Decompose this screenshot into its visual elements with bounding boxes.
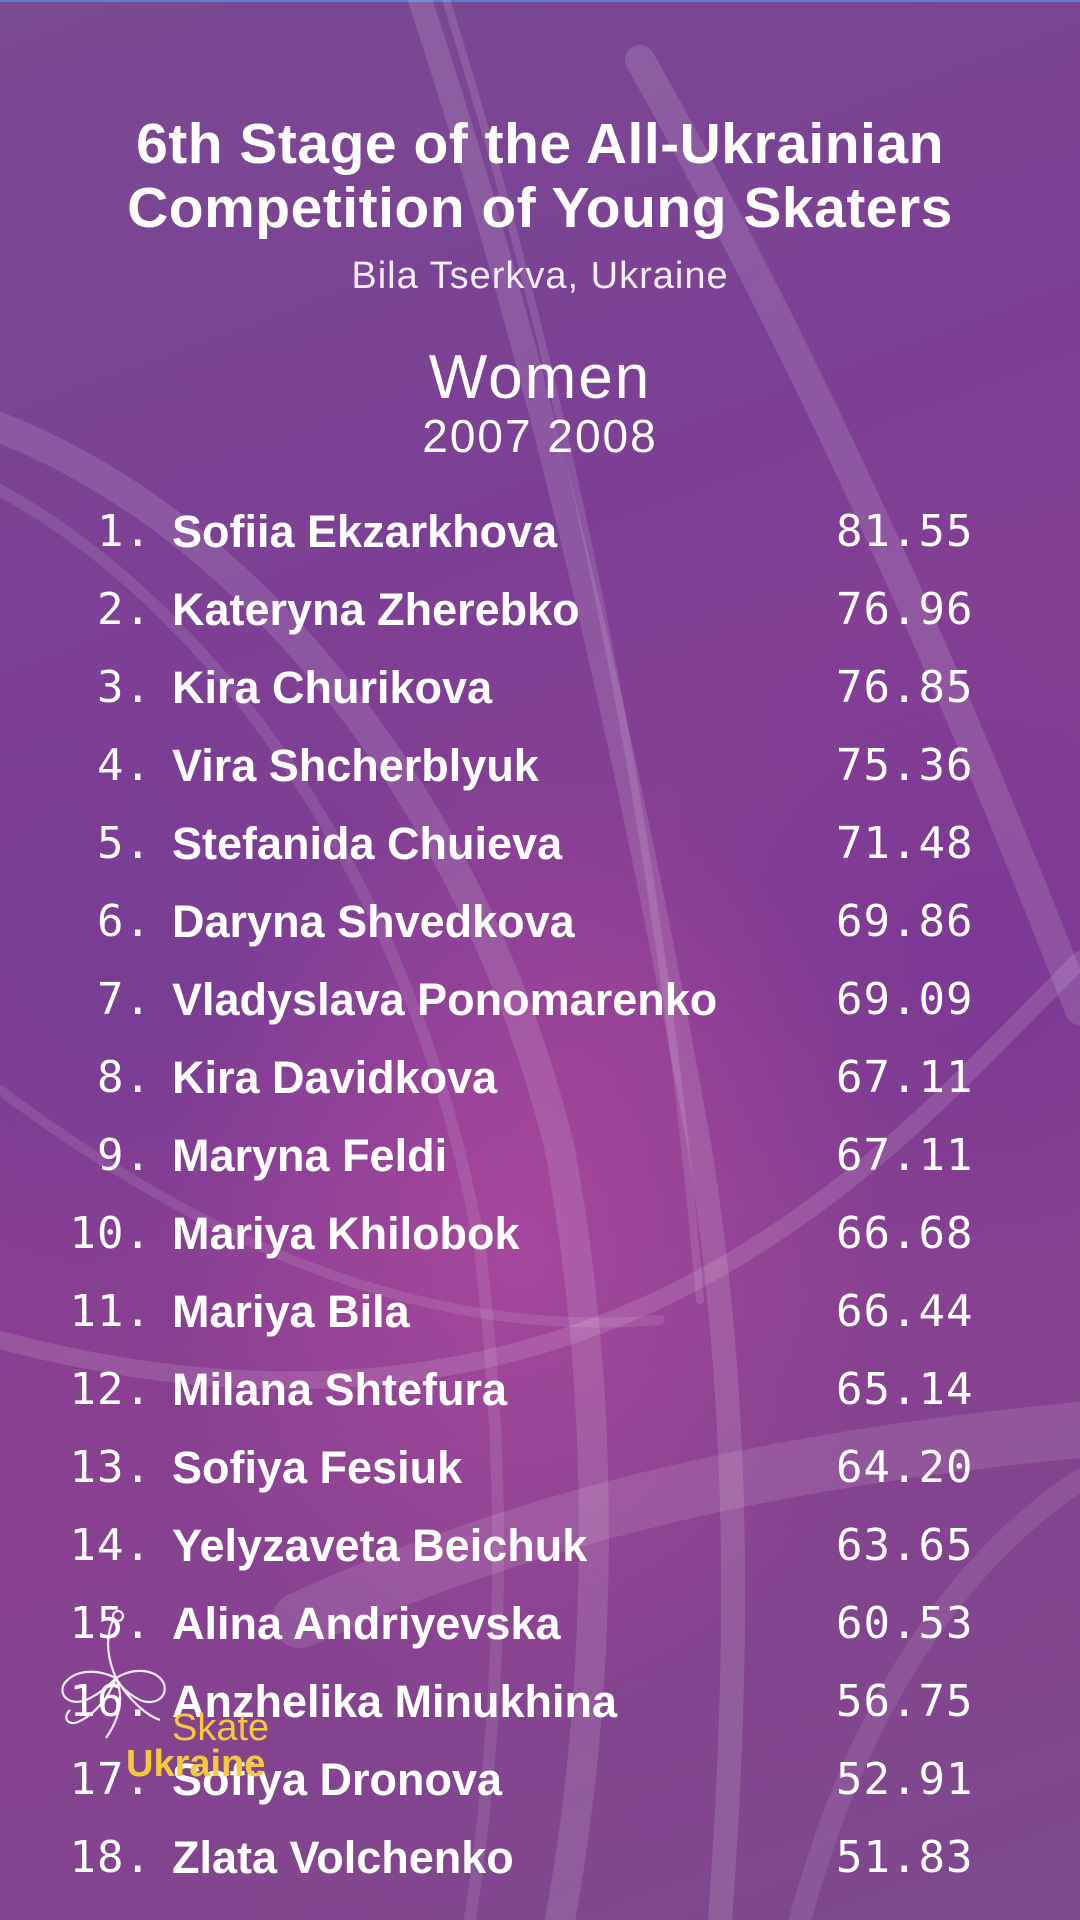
skater-name: Milana Shtefura [172, 1364, 508, 1415]
skater-name: Alina Andriyevska [172, 1598, 561, 1649]
header: 6th Stage of the All-Ukrainian Competiti… [0, 112, 1080, 462]
result-rank: 10. [69, 1208, 152, 1259]
skater-name: Mariya Bila [172, 1286, 410, 1337]
skater-name: Mariya Khilobok [172, 1208, 520, 1259]
skater-score: 69.86 [836, 896, 974, 947]
result-rank: 6. [97, 896, 152, 947]
top-border-line [0, 0, 1080, 2]
result-row: 14. Yelyzaveta Beichuk 63.65 [0, 1514, 1080, 1592]
skater-name: Yelyzaveta Beichuk [172, 1520, 588, 1571]
figure-skater-outline-icon [61, 1609, 166, 1739]
skater-name: Sofiya Fesiuk [172, 1442, 463, 1493]
skater-score: 76.85 [836, 662, 974, 713]
skater-score: 67.11 [836, 1130, 974, 1181]
title-line-1: 6th Stage of the All-Ukrainian [136, 112, 944, 176]
result-row: 8. Kira Davidkova 67.11 [0, 1046, 1080, 1124]
skater-score: 76.96 [836, 584, 974, 635]
result-rank: 1. [97, 506, 152, 557]
result-row: 17. Sofiya Dronova 52.91 [0, 1748, 1080, 1826]
skater-name: Sofiia Ekzarkhova [172, 506, 558, 557]
result-row: 4. Vira Shcherblyuk 75.36 [0, 734, 1080, 812]
result-rank: 12. [69, 1364, 152, 1415]
skater-score: 67.11 [836, 1052, 974, 1103]
skater-score: 56.75 [836, 1676, 974, 1727]
skater-score: 64.20 [836, 1442, 974, 1493]
skater-score: 51.83 [836, 1832, 974, 1883]
skater-name: Maryna Feldi [172, 1130, 448, 1181]
logo-text-ukraine: Ukraine [126, 1743, 266, 1785]
skater-name: Anzhelika Minukhina [172, 1676, 618, 1727]
category-title: Women [428, 343, 652, 412]
skater-name: Kira Churikova [172, 662, 493, 713]
title-line-2: Competition of Young Skaters [127, 176, 953, 240]
result-rank: 18. [69, 1832, 152, 1883]
result-row: 11. Mariya Bila 66.44 [0, 1280, 1080, 1358]
skater-name: Zlata Volchenko [172, 1832, 514, 1883]
skater-score: 60.53 [836, 1598, 974, 1649]
result-row: 15. Alina Andriyevska 60.53 [0, 1592, 1080, 1670]
skater-score: 81.55 [836, 506, 974, 557]
result-rank: 2. [97, 584, 152, 635]
result-rank: 5. [97, 818, 152, 869]
page-title: 6th Stage of the All-Ukrainian Competiti… [0, 112, 1080, 240]
skater-score: 52.91 [836, 1754, 974, 1805]
logo-text-skate: Skate [172, 1707, 270, 1749]
result-rank: 11. [69, 1286, 152, 1337]
skater-name: Sofiya Dronova [172, 1754, 503, 1805]
skater-name: Vira Shcherblyuk [172, 740, 539, 791]
result-rank: 8. [97, 1052, 152, 1103]
skater-score: 65.14 [836, 1364, 974, 1415]
results-list: 1. Sofiia Ekzarkhova 81.55 2. Kateryna Zhere… [0, 500, 1080, 1904]
skater-name: Daryna Shvedkova [172, 896, 575, 947]
skater-score: 63.65 [836, 1520, 974, 1571]
skater-name: Vladyslava Ponomarenko [172, 974, 718, 1025]
skater-name: Kateryna Zherebko [172, 584, 580, 635]
result-row: 5. Stefanida Chuieva 71.48 [0, 812, 1080, 890]
skater-score: 66.68 [836, 1208, 974, 1259]
birth-years: 2007 2008 [422, 410, 658, 462]
event-location: Bila Tserkva, Ukraine [351, 255, 729, 297]
result-rank: 3. [97, 662, 152, 713]
result-row: 9. Maryna Feldi 67.11 [0, 1124, 1080, 1202]
result-row: 3. Kira Churikova 76.85 [0, 656, 1080, 734]
skater-score: 69.09 [836, 974, 974, 1025]
result-rank: 14. [69, 1520, 152, 1571]
result-row: 18. Zlata Volchenko 51.83 [0, 1826, 1080, 1904]
result-row: 13. Sofiya Fesiuk 64.20 [0, 1436, 1080, 1514]
result-row: 2. Kateryna Zherebko 76.96 [0, 578, 1080, 656]
result-row: 1. Sofiia Ekzarkhova 81.55 [0, 500, 1080, 578]
result-rank: 4. [97, 740, 152, 791]
skater-score: 71.48 [836, 818, 974, 869]
skate-ukraine-logo: Skate Ukraine [56, 1608, 296, 1788]
result-rank: 13. [69, 1442, 152, 1493]
result-rank: 9. [97, 1130, 152, 1181]
result-rank: 15. [69, 1598, 152, 1649]
result-row: 16. Anzhelika Minukhina 56.75 [0, 1670, 1080, 1748]
skater-name: Stefanida Chuieva [172, 818, 563, 869]
result-row: 10. Mariya Khilobok 66.68 [0, 1202, 1080, 1280]
result-row: 7. Vladyslava Ponomarenko 69.09 [0, 968, 1080, 1046]
result-row: 6. Daryna Shvedkova 69.86 [0, 890, 1080, 968]
skater-score: 75.36 [836, 740, 974, 791]
result-rank: 17. [69, 1754, 152, 1805]
skater-name: Kira Davidkova [172, 1052, 498, 1103]
result-rank: 7. [97, 974, 152, 1025]
skater-score: 66.44 [836, 1286, 974, 1337]
result-row: 12. Milana Shtefura 65.14 [0, 1358, 1080, 1436]
